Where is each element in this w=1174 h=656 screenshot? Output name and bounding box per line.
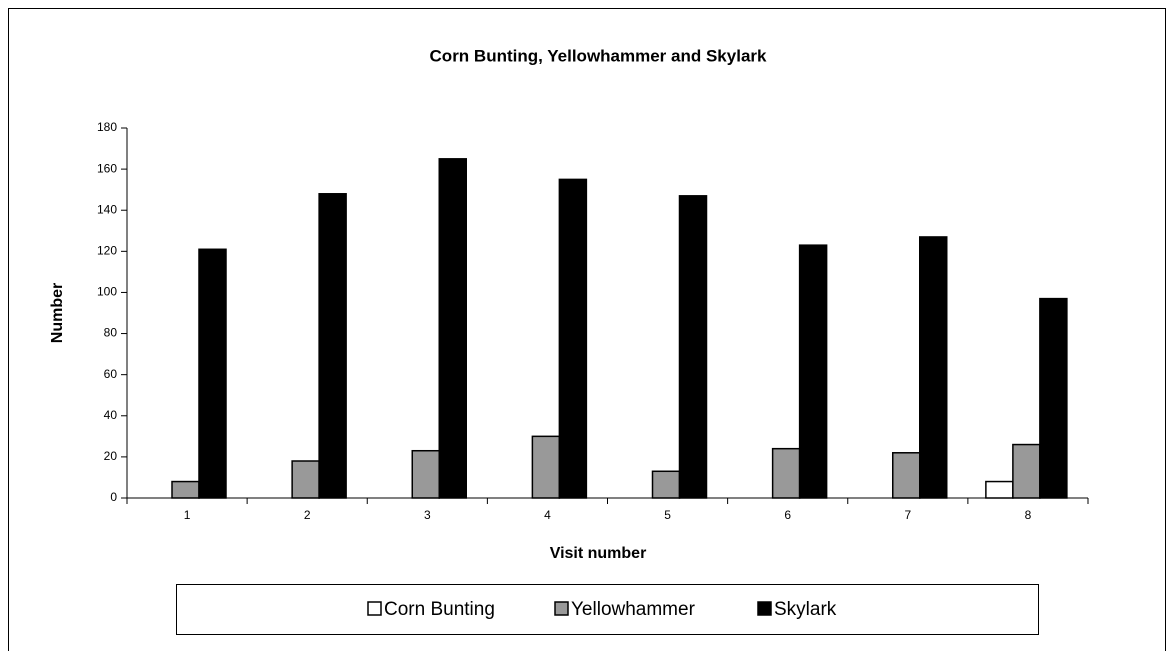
y-tick-label: 0 <box>110 490 117 504</box>
y-tick-label: 80 <box>104 326 118 340</box>
legend <box>176 584 1039 635</box>
bar <box>318 193 347 499</box>
bar <box>171 480 200 499</box>
bar <box>892 452 921 499</box>
y-axis-label: Number <box>49 283 66 343</box>
bar <box>1039 297 1068 499</box>
bar <box>985 480 1014 499</box>
y-tick-label: 40 <box>104 408 118 422</box>
bar <box>531 435 561 499</box>
legend-swatch <box>757 601 772 616</box>
y-tick-label: 120 <box>97 244 117 258</box>
legend-swatch <box>554 601 569 616</box>
bar <box>651 470 681 499</box>
bar <box>919 236 948 499</box>
legend-label: Corn Bunting <box>384 599 495 620</box>
bar <box>411 449 440 499</box>
y-tick-label: 60 <box>104 367 118 381</box>
y-tick-label: 100 <box>97 285 117 299</box>
legend-swatch <box>367 601 382 616</box>
legend-label: Skylark <box>774 599 837 620</box>
x-tick-label: 3 <box>424 508 431 522</box>
legend-label: Yellowhammer <box>571 599 696 620</box>
x-tick-label: 5 <box>664 508 671 522</box>
y-tick-label: 20 <box>104 449 118 463</box>
x-tick-label: 4 <box>544 508 551 522</box>
bar <box>678 195 708 499</box>
x-tick-label: 6 <box>784 508 791 522</box>
bar <box>558 178 588 499</box>
x-tick-label: 8 <box>1025 508 1032 522</box>
x-tick-label: 1 <box>184 508 191 522</box>
x-tick-label: 2 <box>304 508 311 522</box>
y-tick-label: 180 <box>97 120 117 134</box>
bar <box>798 244 828 499</box>
bar <box>291 460 320 499</box>
bar <box>198 248 227 499</box>
bar <box>771 447 801 499</box>
bar <box>438 158 467 499</box>
x-axis-label: Visit number <box>550 545 647 562</box>
y-tick-label: 160 <box>97 161 117 175</box>
x-tick-label: 7 <box>904 508 911 522</box>
bar <box>1012 443 1041 499</box>
chart-title: Corn Bunting, Yellowhammer and Skylark <box>430 46 767 65</box>
y-tick-label: 140 <box>97 202 117 216</box>
